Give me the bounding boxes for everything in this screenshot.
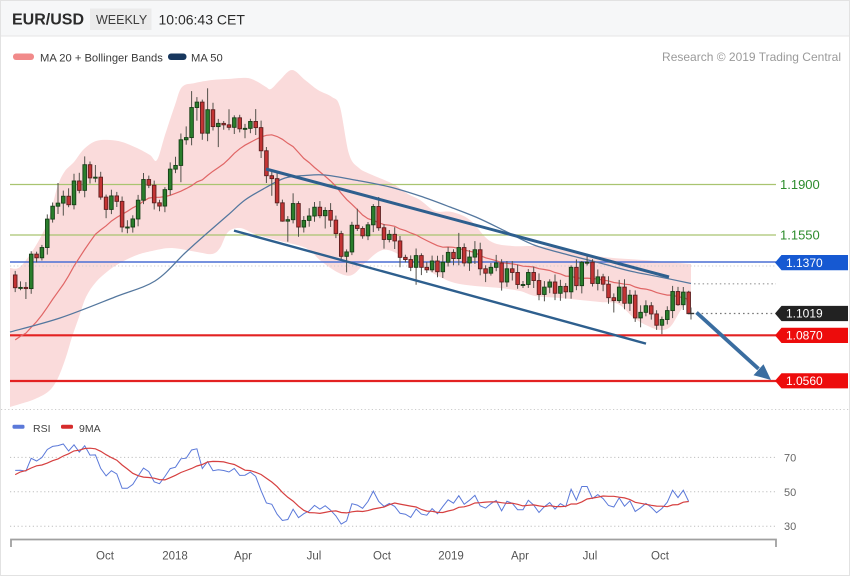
svg-text:2019: 2019 [438, 551, 464, 563]
svg-text:2018: 2018 [162, 551, 188, 563]
svg-text:Jul: Jul [583, 551, 598, 563]
svg-text:Oct: Oct [96, 551, 115, 563]
svg-text:Oct: Oct [373, 551, 392, 563]
svg-text:Jul: Jul [307, 551, 322, 563]
svg-text:1.0560: 1.0560 [786, 374, 823, 388]
svg-text:Apr: Apr [234, 551, 252, 563]
svg-text:WEEKLY: WEEKLY [96, 13, 148, 27]
svg-text:9MA: 9MA [79, 423, 101, 435]
svg-text:1.1900: 1.1900 [780, 177, 820, 192]
svg-text:10:06:43 CET: 10:06:43 CET [159, 12, 246, 28]
svg-text:1.1550: 1.1550 [780, 228, 820, 243]
svg-text:1.1370: 1.1370 [786, 256, 823, 270]
svg-text:EUR/USD: EUR/USD [12, 12, 84, 29]
svg-text:RSI: RSI [33, 423, 51, 435]
svg-text:50: 50 [784, 487, 796, 499]
svg-text:MA 20 + Bollinger Bands: MA 20 + Bollinger Bands [40, 53, 163, 65]
svg-text:MA 50: MA 50 [191, 53, 223, 65]
svg-text:1.0870: 1.0870 [786, 329, 823, 343]
svg-text:Apr: Apr [511, 551, 529, 563]
svg-text:30: 30 [784, 521, 796, 533]
svg-text:1.1019: 1.1019 [786, 307, 823, 321]
svg-text:70: 70 [784, 452, 796, 464]
svg-text:Oct: Oct [651, 551, 670, 563]
svg-text:Research © 2019 Trading Centra: Research © 2019 Trading Central [662, 50, 841, 64]
